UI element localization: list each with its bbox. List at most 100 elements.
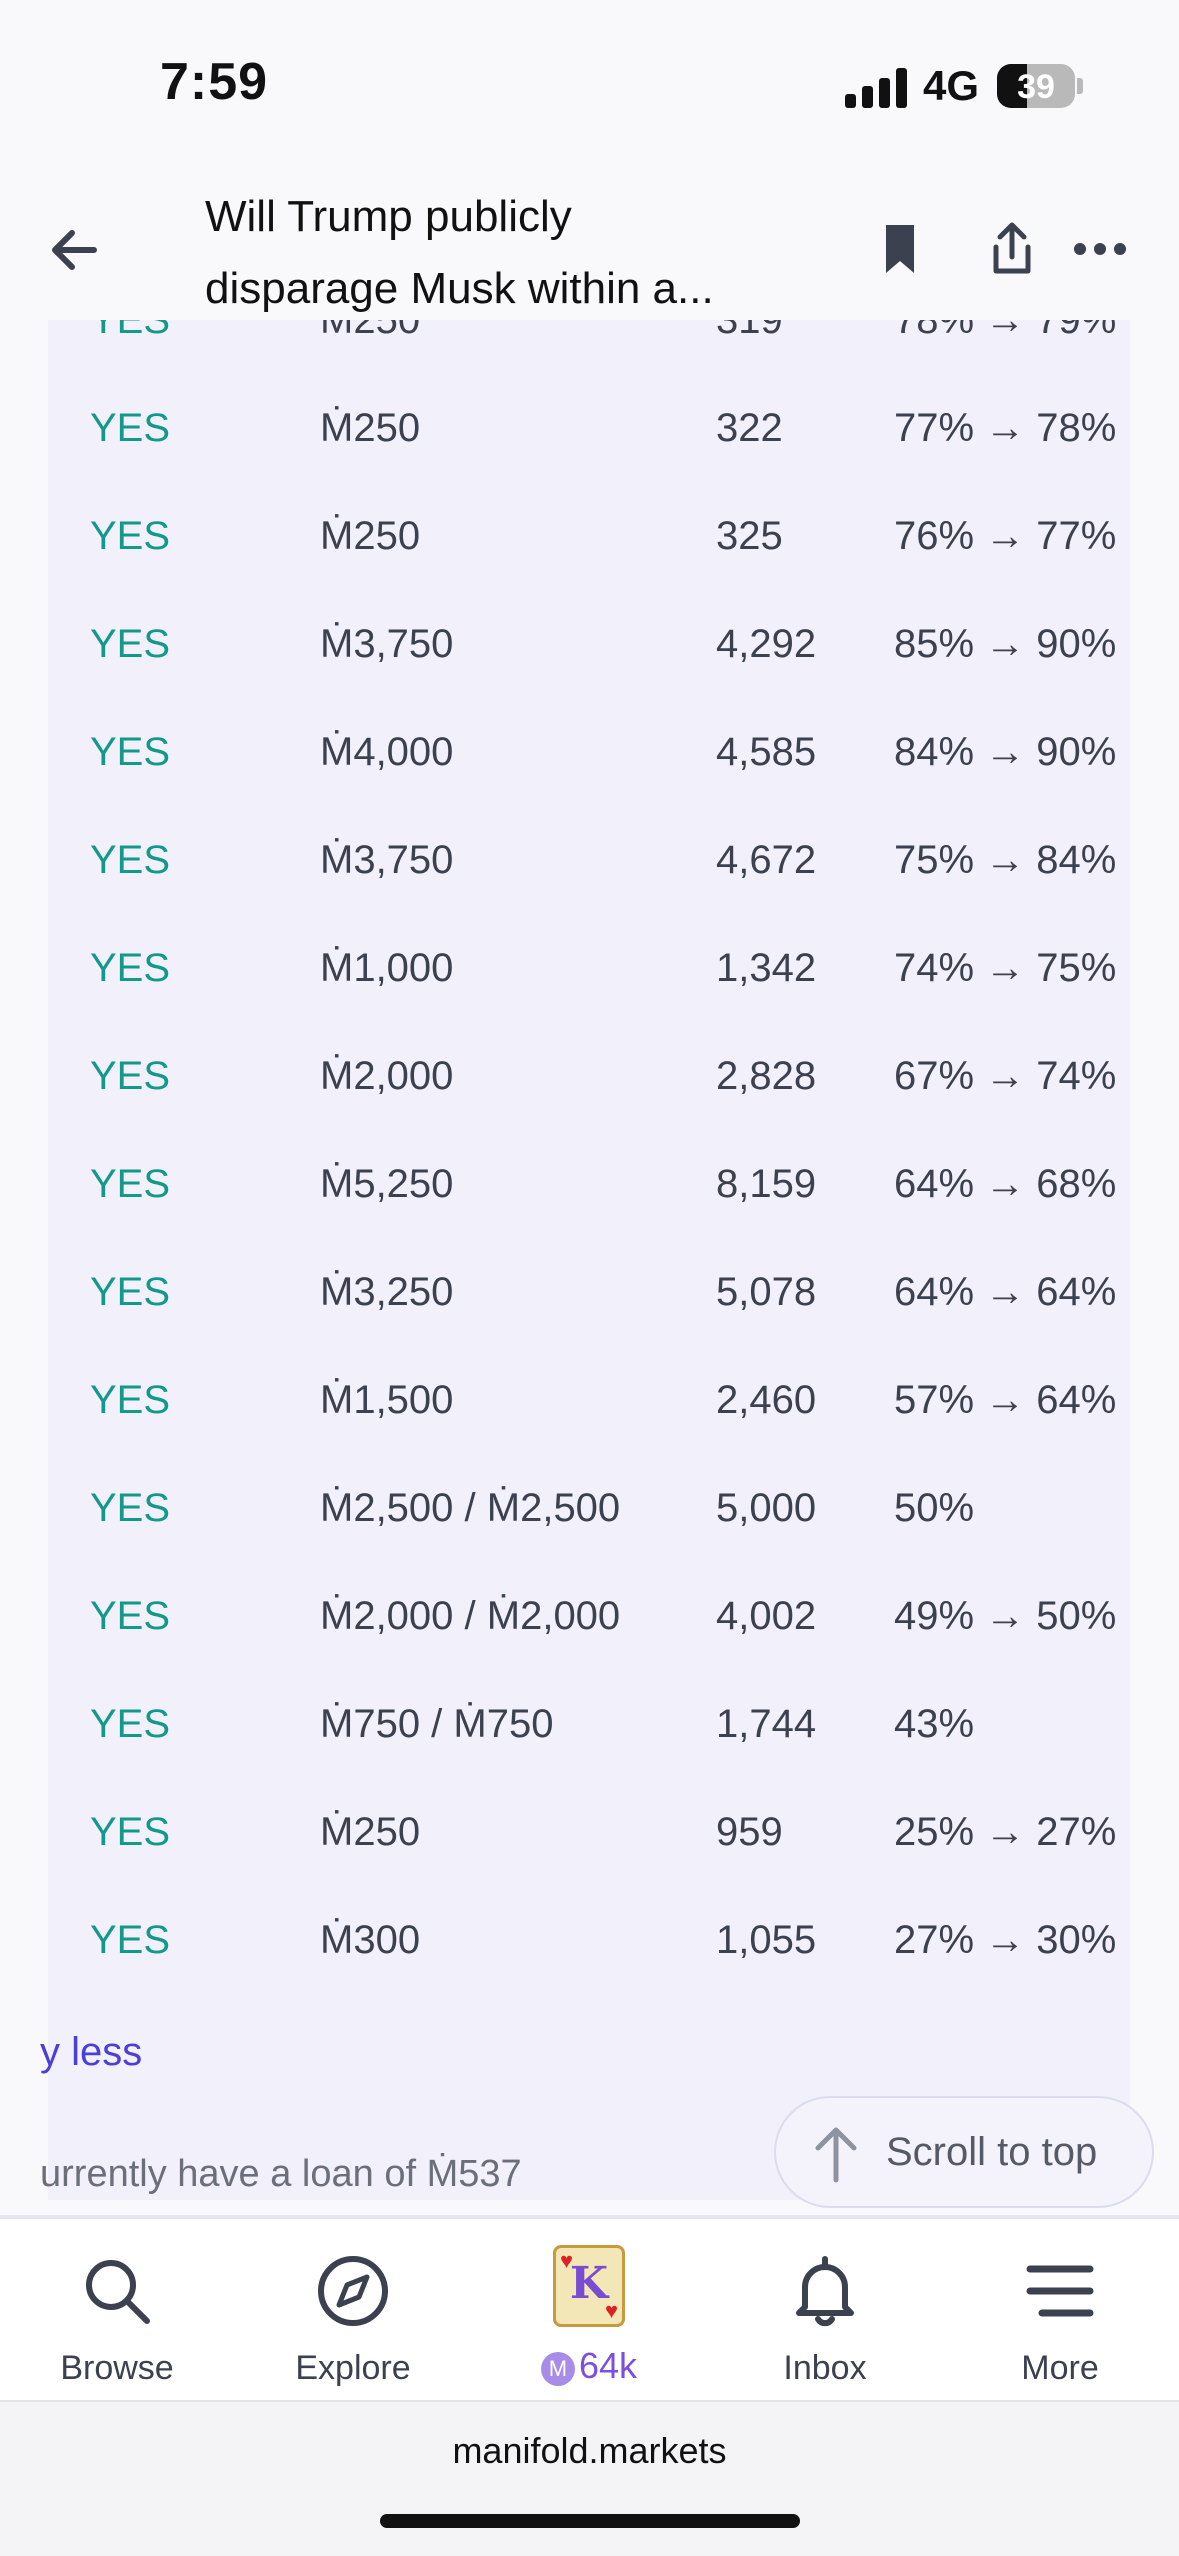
nav-explore[interactable]: Explore bbox=[263, 2219, 443, 2404]
bet-shares: 4,672 bbox=[716, 838, 817, 882]
bet-amount: Ṁ5,250 bbox=[320, 1162, 454, 1206]
arrow-up-icon bbox=[815, 2127, 857, 2183]
bet-probability: 50% bbox=[894, 1486, 975, 1530]
battery-level: 39 bbox=[1017, 68, 1055, 106]
bet-shares: 5,078 bbox=[716, 1270, 817, 1314]
bet-outcome: YES bbox=[90, 406, 171, 450]
bet-shares: 5,000 bbox=[716, 1486, 817, 1530]
bet-amount: Ṁ750 / Ṁ750 bbox=[320, 1702, 554, 1746]
bet-shares: 2,460 bbox=[716, 1378, 817, 1422]
bet-shares: 325 bbox=[716, 514, 783, 558]
share-icon[interactable] bbox=[980, 217, 1044, 281]
bet-amount: Ṁ250 bbox=[320, 1810, 421, 1854]
bottom-navigation: Browse Explore ♥ K ♥ M 64k Inbox More bbox=[0, 2215, 1179, 2400]
table-row: YES Ṁ3,750 4,292 85% → 90% bbox=[48, 590, 1130, 698]
page-header: Will Trump publicly disparage Musk withi… bbox=[0, 175, 1179, 320]
bet-amount: Ṁ3,750 bbox=[320, 622, 454, 666]
bet-probability: 25% → 27% bbox=[894, 1810, 1117, 1854]
table-row: YES Ṁ250 322 77% → 78% bbox=[48, 374, 1130, 482]
cellular-signal-icon bbox=[845, 68, 907, 108]
bet-amount: Ṁ3,750 bbox=[320, 838, 454, 882]
table-row: YES Ṁ5,250 8,159 64% → 68% bbox=[48, 1130, 1130, 1238]
show-less-link[interactable]: y less bbox=[40, 2030, 143, 2074]
bet-outcome: YES bbox=[90, 1270, 171, 1314]
battery-tip bbox=[1077, 78, 1083, 94]
nav-inbox-label: Inbox bbox=[783, 2349, 867, 2387]
bet-shares: 322 bbox=[716, 406, 783, 450]
bet-shares: 4,585 bbox=[716, 730, 817, 774]
mana-coin-icon: M bbox=[540, 2352, 575, 2386]
search-icon bbox=[86, 2260, 150, 2324]
scroll-to-top-label: Scroll to top bbox=[886, 2130, 1098, 2174]
table-row: YES Ṁ250 325 76% → 77% bbox=[48, 482, 1130, 590]
loan-notice: urrently have a loan of Ṁ537 bbox=[40, 2153, 522, 2195]
nav-more[interactable]: More bbox=[970, 2219, 1150, 2404]
bet-shares: 4,002 bbox=[716, 1594, 817, 1638]
bet-probability: 84% → 90% bbox=[894, 730, 1117, 774]
bet-outcome: YES bbox=[90, 946, 171, 990]
bet-probability: 75% → 84% bbox=[894, 838, 1117, 882]
nav-explore-label: Explore bbox=[295, 2349, 411, 2387]
bet-probability: 77% → 78% bbox=[894, 406, 1117, 450]
bet-outcome: YES bbox=[90, 1486, 171, 1530]
nav-profile[interactable]: ♥ K ♥ M 64k bbox=[499, 2219, 679, 2404]
bet-shares: 1,055 bbox=[716, 1918, 817, 1962]
bet-shares: 4,292 bbox=[716, 622, 817, 666]
bet-shares: 959 bbox=[716, 1810, 783, 1854]
table-row: YES Ṁ1,000 1,342 74% → 75% bbox=[48, 914, 1130, 1022]
bet-probability: 74% → 75% bbox=[894, 946, 1117, 990]
page-title: Will Trump publicly disparage Musk withi… bbox=[205, 192, 714, 313]
more-options-icon[interactable] bbox=[1068, 217, 1132, 281]
menu-icon bbox=[1026, 2265, 1094, 2317]
bet-probability: 64% → 64% bbox=[894, 1270, 1117, 1314]
bets-table: YES Ṁ250 319 78% → 79% YES Ṁ250 322 77% → 78% YE… bbox=[48, 298, 1130, 2200]
mana-balance-value: 64k bbox=[578, 2345, 638, 2386]
table-row: YES Ṁ3,250 5,078 64% → 64% bbox=[48, 1238, 1130, 1346]
table-row: YES Ṁ1,500 2,460 57% → 64% bbox=[48, 1346, 1130, 1454]
bet-outcome: YES bbox=[90, 1702, 171, 1746]
browser-url-bar: manifold.markets bbox=[0, 2400, 1179, 2556]
back-arrow-icon[interactable] bbox=[42, 215, 112, 285]
nav-browse-label: Browse bbox=[60, 2349, 174, 2387]
bookmark-icon[interactable] bbox=[868, 217, 932, 281]
table-row: YES Ṁ2,500 / Ṁ2,500 5,000 50% bbox=[48, 1454, 1130, 1562]
network-type: 4G bbox=[923, 62, 980, 109]
bet-outcome: YES bbox=[90, 1162, 171, 1206]
url-text[interactable]: manifold.markets bbox=[452, 2430, 727, 2471]
bet-amount: Ṁ2,500 / Ṁ2,500 bbox=[320, 1486, 621, 1530]
bet-probability: 27% → 30% bbox=[894, 1918, 1117, 1962]
nav-inbox[interactable]: Inbox bbox=[735, 2219, 915, 2404]
bet-amount: Ṁ300 bbox=[320, 1918, 421, 1962]
bet-shares: 8,159 bbox=[716, 1162, 817, 1206]
table-row: YES Ṁ750 / Ṁ750 1,744 43% bbox=[48, 1670, 1130, 1778]
bet-probability: 49% → 50% bbox=[894, 1594, 1117, 1638]
table-row: YES Ṁ250 959 25% → 27% bbox=[48, 1778, 1130, 1886]
bet-outcome: YES bbox=[90, 622, 171, 666]
nav-browse[interactable]: Browse bbox=[27, 2219, 207, 2404]
bet-shares: 1,744 bbox=[716, 1702, 817, 1746]
bet-outcome: YES bbox=[90, 1378, 171, 1422]
bet-probability: 43% bbox=[894, 1702, 975, 1746]
bet-amount: Ṁ4,000 bbox=[320, 730, 454, 774]
home-indicator bbox=[380, 2514, 800, 2528]
bet-outcome: YES bbox=[90, 1054, 171, 1098]
bell-icon bbox=[796, 2256, 854, 2327]
bet-amount: Ṁ1,500 bbox=[320, 1378, 454, 1422]
table-row: YES Ṁ2,000 / Ṁ2,000 4,002 49% → 50% bbox=[48, 1562, 1130, 1670]
battery-icon: 39 bbox=[997, 64, 1075, 108]
bet-outcome: YES bbox=[90, 1918, 171, 1962]
status-time: 7:59 bbox=[160, 53, 269, 111]
bet-probability: 67% → 74% bbox=[894, 1054, 1117, 1098]
bet-probability: 64% → 68% bbox=[894, 1162, 1117, 1206]
table-row: YES Ṁ3,750 4,672 75% → 84% bbox=[48, 806, 1130, 914]
bet-probability: 76% → 77% bbox=[894, 514, 1117, 558]
bet-outcome: YES bbox=[90, 730, 171, 774]
bet-amount: Ṁ250 bbox=[320, 514, 421, 558]
bet-outcome: YES bbox=[90, 514, 171, 558]
scroll-to-top-button[interactable]: Scroll to top bbox=[774, 2096, 1154, 2208]
bet-probability: 57% → 64% bbox=[894, 1378, 1117, 1422]
bet-amount: Ṁ3,250 bbox=[320, 1270, 454, 1314]
bet-shares: 2,828 bbox=[716, 1054, 817, 1098]
nav-more-label: More bbox=[1021, 2349, 1099, 2387]
table-row: YES Ṁ2,000 2,828 67% → 74% bbox=[48, 1022, 1130, 1130]
